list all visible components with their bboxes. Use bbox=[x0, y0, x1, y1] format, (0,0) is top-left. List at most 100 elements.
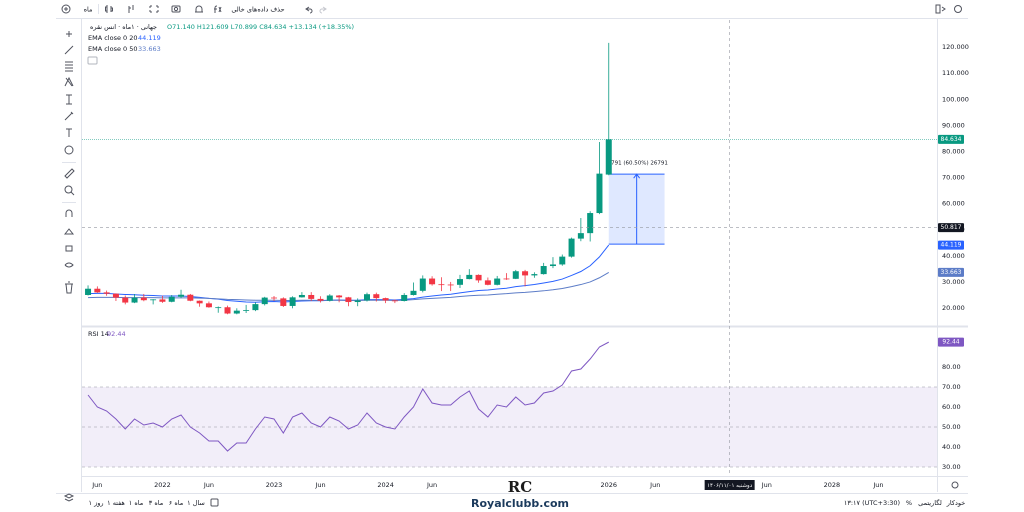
candle-body bbox=[196, 300, 203, 304]
legend-name: EMA close 0 50 bbox=[88, 45, 138, 53]
candle-body bbox=[373, 294, 380, 299]
measure-tool[interactable] bbox=[64, 168, 75, 179]
lock-tool[interactable] bbox=[65, 245, 73, 252]
candle-body bbox=[577, 233, 584, 239]
y-tick-label: 70.00 bbox=[942, 383, 961, 391]
x-tick-label: 2026 bbox=[600, 481, 617, 489]
candle-body bbox=[410, 290, 417, 295]
magnet-tool[interactable] bbox=[65, 209, 73, 217]
candle-body bbox=[419, 278, 426, 291]
percent-toggle[interactable]: % bbox=[906, 499, 912, 507]
indicators-templates-button[interactable] bbox=[128, 5, 134, 13]
projection-tool[interactable] bbox=[66, 94, 72, 105]
candle-body bbox=[168, 296, 175, 302]
crosshair-date-bg bbox=[704, 480, 755, 490]
candle-body bbox=[596, 173, 603, 214]
range-button[interactable]: ۱ ماه bbox=[129, 499, 143, 507]
alert-button[interactable] bbox=[195, 5, 203, 13]
x-tick-label: Jun bbox=[761, 481, 772, 489]
footer: ۱۳:۱۷ (UTC+3:30) % لگاریتمی خودکار ۱ روز… bbox=[89, 481, 965, 507]
x-tick-label: Jun bbox=[203, 481, 214, 489]
ohlc-values: O71.140 H121.609 L70.899 C84.634 +13.134… bbox=[167, 23, 354, 31]
price-pane: .791 (60.50%) 26791 bbox=[82, 42, 937, 315]
zoom-tool[interactable] bbox=[64, 185, 73, 194]
range-button[interactable]: ۶ ماه bbox=[169, 499, 183, 507]
goto-date-button[interactable] bbox=[210, 498, 219, 507]
range-button[interactable]: ۱ هفته bbox=[107, 499, 125, 507]
candle-body bbox=[364, 294, 370, 301]
x-tick-label: 2023 bbox=[266, 481, 283, 489]
add-symbol-button[interactable] bbox=[61, 4, 71, 14]
legend-name: EMA close 0 20 bbox=[88, 34, 138, 42]
timezone[interactable]: ۱۳:۱۷ (UTC+3:30) bbox=[844, 499, 900, 507]
pattern-tool[interactable] bbox=[64, 76, 74, 87]
icon-tool[interactable] bbox=[64, 145, 74, 155]
log-toggle[interactable]: لگاریتمی bbox=[918, 499, 942, 507]
object-tree-button[interactable] bbox=[63, 493, 75, 502]
candle-body bbox=[150, 299, 157, 301]
price-tag bbox=[938, 134, 964, 144]
drawing-mode-tool[interactable] bbox=[63, 228, 75, 235]
watermark-logo: RC bbox=[508, 478, 532, 496]
candle-body bbox=[308, 294, 315, 299]
y-tick-label: 20.000 bbox=[942, 304, 965, 312]
price-tag-label: 33.663 bbox=[941, 269, 962, 276]
axis-settings-button[interactable] bbox=[951, 481, 959, 489]
auto-toggle[interactable]: خودکار bbox=[946, 499, 965, 507]
x-tick-label: 2028 bbox=[824, 481, 841, 489]
legend-collapse-button[interactable] bbox=[87, 56, 98, 65]
text-tool[interactable] bbox=[66, 128, 72, 137]
y-tick-label: 90.000 bbox=[942, 121, 965, 129]
candle-body bbox=[429, 278, 436, 285]
candle-body bbox=[401, 294, 408, 301]
y-tick-label: 110.000 bbox=[942, 69, 969, 77]
app-frame bbox=[56, 0, 968, 512]
y-tick-label: 30.00 bbox=[942, 463, 961, 471]
y-tick-label: 80.00 bbox=[942, 363, 961, 371]
y-tick-label: 40.000 bbox=[942, 252, 965, 260]
chart-type-button[interactable] bbox=[105, 5, 113, 13]
candle-body bbox=[391, 300, 398, 302]
price-tag bbox=[938, 223, 964, 233]
remove-tool[interactable] bbox=[65, 281, 73, 294]
legend-name: RSI 14 bbox=[88, 330, 109, 338]
publish-button[interactable] bbox=[935, 4, 946, 14]
candle-body bbox=[252, 304, 259, 311]
candle-body bbox=[112, 293, 119, 298]
range-button[interactable]: ۱ سال bbox=[187, 499, 205, 507]
range-button[interactable]: ۳ ماه bbox=[149, 499, 163, 507]
trend-line-tool[interactable] bbox=[64, 45, 74, 55]
y-tick-label: 40.00 bbox=[942, 443, 961, 451]
undo-button[interactable] bbox=[305, 6, 313, 14]
fullscreen-button[interactable] bbox=[149, 5, 159, 13]
candle-body bbox=[271, 297, 278, 299]
redo-button[interactable] bbox=[319, 6, 327, 14]
crosshair-tool[interactable] bbox=[66, 31, 72, 37]
measure-label: .791 (60.50%) 26791 bbox=[609, 161, 668, 167]
screenshot-button[interactable] bbox=[171, 5, 181, 13]
range-button[interactable]: ۱ روز bbox=[89, 499, 104, 507]
price-tag bbox=[938, 337, 964, 347]
candle-body bbox=[233, 310, 240, 314]
candle-body bbox=[540, 266, 547, 275]
candle-body bbox=[503, 278, 510, 280]
settings-button[interactable] bbox=[954, 5, 962, 13]
hide-tool[interactable] bbox=[64, 262, 74, 268]
candle-body bbox=[568, 238, 575, 257]
brush-tool[interactable] bbox=[64, 111, 74, 121]
candle-body bbox=[531, 274, 538, 276]
indicators-button[interactable] bbox=[214, 5, 222, 13]
candle-body bbox=[289, 297, 296, 306]
y-tick-label: 60.000 bbox=[942, 200, 965, 208]
x-tick-label: Jun bbox=[91, 481, 102, 489]
y-tick-label: 50.00 bbox=[942, 423, 961, 431]
remove-empty-button[interactable]: حذف داده‌های خالی bbox=[231, 6, 284, 14]
interval-button[interactable]: ماه bbox=[84, 6, 93, 14]
crosshair-date: دوشنبه ۱۴۰۶/۱۱/۰۱ bbox=[707, 483, 753, 489]
candle-body bbox=[298, 294, 305, 298]
fib-tool[interactable] bbox=[65, 61, 73, 72]
zoom-tool-handle bbox=[70, 191, 75, 196]
y-tick-label: 30.000 bbox=[942, 278, 965, 286]
price-tag-label: 84.634 bbox=[941, 136, 962, 143]
